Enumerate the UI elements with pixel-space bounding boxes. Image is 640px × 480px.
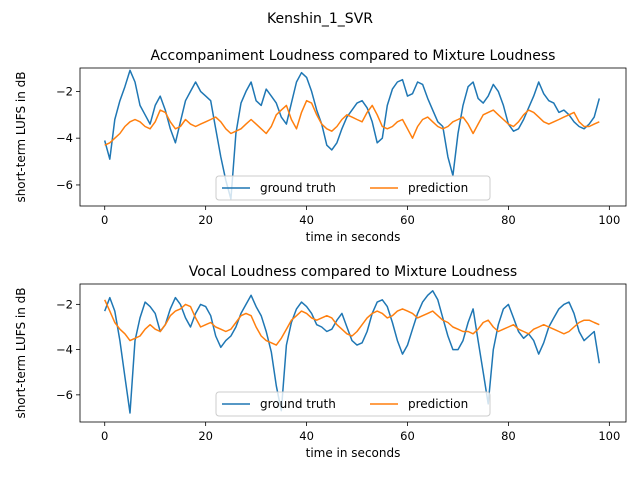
x-tick-label: 60 (400, 429, 415, 443)
legend-label: ground truth (260, 181, 336, 195)
axes-title: Accompaniment Loudness compared to Mixtu… (151, 48, 556, 64)
x-axis-label: time in seconds (306, 446, 401, 460)
subplot-2: Vocal Loudness compared to Mixture Loudn… (14, 264, 627, 460)
y-axis-label: short-term LUFS in dB (14, 71, 28, 202)
legend-box (215, 391, 491, 417)
y-tick-label: −6 (56, 388, 73, 402)
subplots: Accompaniment Loudness compared to Mixtu… (14, 48, 627, 460)
x-tick-label: 80 (501, 213, 516, 227)
y-axis-label: short-term LUFS in dB (14, 287, 28, 418)
x-tick-label: 100 (598, 213, 620, 227)
axes-frame (79, 67, 627, 207)
x-tick-label: 20 (198, 213, 213, 227)
y-tick-label: −6 (56, 178, 73, 192)
x-tick-label: 40 (299, 213, 314, 227)
series-line-ground-truth (103, 69, 601, 200)
x-tick-label: 40 (299, 429, 314, 443)
axes-title: Vocal Loudness compared to Mixture Loudn… (189, 264, 517, 280)
y-tick-label: −4 (56, 343, 73, 357)
legend-label: prediction (408, 181, 468, 195)
x-tick-label: 60 (400, 213, 415, 227)
figure-suptitle: Kenshin_1_SVR (267, 11, 373, 27)
legend-box (215, 175, 491, 201)
legend: ground truth prediction (215, 391, 491, 417)
y-tick-label: −4 (56, 131, 73, 145)
x-tick-label: 0 (101, 429, 108, 443)
x-tick-label: 20 (198, 429, 213, 443)
x-tick-label: 100 (598, 429, 620, 443)
legend-label: prediction (408, 397, 468, 411)
y-tick-label: −2 (56, 297, 73, 311)
legend: ground truth prediction (215, 175, 491, 201)
legend-label: ground truth (260, 397, 336, 411)
axes-frame (79, 283, 627, 423)
x-axis-label: time in seconds (306, 230, 401, 244)
x-tick-label: 80 (501, 429, 516, 443)
x-tick-label: 0 (101, 213, 108, 227)
subplot-1: Accompaniment Loudness compared to Mixtu… (14, 48, 627, 244)
y-tick-label: −2 (56, 84, 73, 98)
series-line-prediction (104, 99, 600, 146)
series-line-prediction (104, 299, 600, 346)
